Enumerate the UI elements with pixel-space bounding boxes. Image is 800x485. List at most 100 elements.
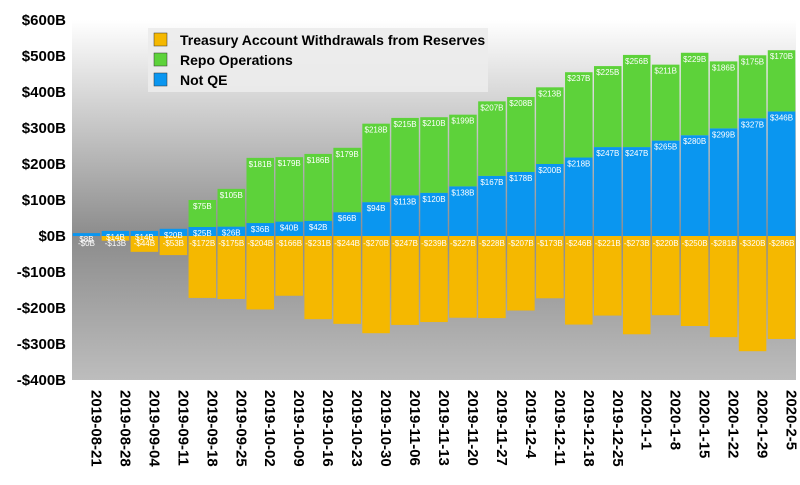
bar-treasury bbox=[709, 236, 738, 338]
data-labels-layer: -$0B$8B -$13B$14B-$44B$14B-$53B$20B-$172B… bbox=[78, 52, 794, 248]
data-label-repo: $199B bbox=[451, 117, 474, 126]
data-label-treasury: -$207B bbox=[508, 239, 534, 248]
data-label-not-qe: $247B bbox=[596, 149, 619, 158]
data-label-repo: $256B bbox=[625, 57, 648, 66]
x-tick-label: 2020-1-8 bbox=[667, 390, 684, 450]
x-axis: 2019-08-21 2019-08-28 2019-09-04 2019-09-11… bbox=[87, 390, 799, 467]
data-label-not-qe: $42B bbox=[309, 223, 328, 232]
bar-not-qe bbox=[651, 140, 680, 236]
data-label-not-qe: $265B bbox=[654, 143, 677, 152]
data-label-repo: $179B bbox=[278, 159, 301, 168]
data-label-repo: $208B bbox=[509, 99, 532, 108]
bar-repo bbox=[420, 117, 448, 193]
data-label-not-qe: $25B bbox=[193, 229, 212, 238]
data-label-treasury: -$220B bbox=[653, 239, 679, 248]
data-label-repo: $215B bbox=[393, 120, 416, 129]
bar-not-qe bbox=[565, 157, 593, 236]
bar-repo bbox=[391, 117, 419, 196]
y-tick-label: $0B bbox=[38, 228, 66, 245]
y-tick-label: $400B bbox=[22, 84, 66, 101]
bar-repo bbox=[217, 188, 246, 227]
y-tick-label: $300B bbox=[22, 120, 66, 137]
data-label-repo: $186B bbox=[712, 63, 735, 72]
data-label-repo: $179B bbox=[336, 150, 359, 159]
bar-repo bbox=[304, 153, 332, 221]
data-label-not-qe: $94B bbox=[367, 204, 386, 213]
bar-repo bbox=[449, 114, 477, 187]
bar-treasury bbox=[188, 236, 217, 298]
data-label-repo: $170B bbox=[770, 52, 793, 61]
data-label-repo: $75B bbox=[193, 202, 212, 211]
bar-not-qe bbox=[333, 212, 361, 236]
data-label-not-qe: $66B bbox=[338, 214, 357, 223]
data-label-repo: $181B bbox=[249, 160, 272, 169]
bar-repo bbox=[651, 64, 680, 141]
legend-label-repo: Repo Operations bbox=[180, 52, 293, 68]
data-label-treasury: -$166B bbox=[276, 239, 302, 248]
x-tick-label: 2019-11-27 bbox=[493, 390, 510, 466]
bar-repo bbox=[680, 52, 709, 136]
data-label-not-qe: $346B bbox=[770, 113, 793, 122]
x-tick-label: 2019-10-23 bbox=[348, 390, 365, 467]
bar-treasury bbox=[333, 236, 361, 324]
data-label-not-qe: $167B bbox=[480, 178, 503, 187]
data-label-not-qe: $14B bbox=[106, 233, 125, 242]
x-tick-label: 2019-11-13 bbox=[435, 390, 452, 466]
data-label-repo: $229B bbox=[683, 55, 706, 64]
bar-repo bbox=[565, 72, 593, 158]
bar-treasury bbox=[536, 236, 564, 299]
x-tick-label: 2020-1-22 bbox=[725, 390, 742, 458]
x-tick-label: 2019-12-18 bbox=[580, 390, 597, 467]
data-label-not-qe: $247B bbox=[625, 149, 648, 158]
bar-not-qe bbox=[507, 171, 535, 236]
bar-treasury bbox=[246, 236, 274, 310]
x-tick-label: 2019-10-16 bbox=[319, 390, 336, 467]
bar-treasury bbox=[680, 236, 709, 326]
data-label-treasury: -$13B bbox=[105, 239, 126, 248]
data-label-treasury: -$53B bbox=[163, 239, 184, 248]
data-label-treasury: -$227B bbox=[450, 239, 476, 248]
bar-not-qe bbox=[391, 195, 419, 236]
data-label-treasury: -$172B bbox=[189, 239, 215, 248]
x-tick-label: 2020-2-5 bbox=[783, 390, 800, 450]
bar-not-qe bbox=[738, 118, 767, 236]
bar-not-qe bbox=[420, 192, 448, 236]
data-label-not-qe: $26B bbox=[222, 229, 241, 238]
x-tick-label: 2019-10-09 bbox=[290, 390, 307, 467]
data-label-repo: $186B bbox=[307, 156, 330, 165]
bar-not-qe bbox=[622, 147, 651, 236]
data-label-treasury: -$231B bbox=[305, 239, 331, 248]
data-label-treasury: -$228B bbox=[479, 239, 505, 248]
data-label-treasury: -$244B bbox=[334, 239, 360, 248]
y-tick-label: $600B bbox=[22, 12, 66, 29]
x-tick-label: 2019-12-25 bbox=[609, 390, 626, 467]
data-label-treasury: -$270B bbox=[363, 239, 389, 248]
bar-treasury bbox=[507, 236, 535, 311]
bar-treasury bbox=[622, 236, 651, 335]
bar-treasury bbox=[420, 236, 448, 323]
bar-treasury bbox=[159, 236, 188, 256]
bar-treasury bbox=[304, 236, 332, 320]
x-tick-label: 2019-12-11 bbox=[551, 390, 568, 466]
data-label-not-qe: $40B bbox=[280, 224, 299, 233]
x-tick-label: 2019-08-21 bbox=[87, 390, 104, 467]
legend-label-treasury: Treasury Account Withdrawals from Reserv… bbox=[180, 32, 485, 48]
data-label-not-qe: $280B bbox=[683, 137, 706, 146]
bar-not-qe bbox=[72, 233, 101, 236]
data-label-treasury: -$281B bbox=[711, 239, 737, 248]
legend: Treasury Account Withdrawals from Reserv… bbox=[148, 28, 488, 92]
bar-treasury bbox=[767, 236, 796, 339]
x-tick-label: 2019-12-4 bbox=[522, 390, 539, 459]
data-label-treasury: -$204B bbox=[247, 239, 273, 248]
data-label-not-qe: $8B bbox=[79, 235, 93, 244]
data-label-not-qe: $218B bbox=[567, 160, 590, 169]
bar-repo bbox=[709, 61, 738, 129]
x-tick-label: 2019-09-11 bbox=[174, 390, 191, 466]
bar-treasury bbox=[565, 236, 593, 325]
bar-treasury bbox=[275, 236, 303, 296]
data-label-treasury: -$0B bbox=[78, 239, 95, 248]
x-tick-label: 2019-09-25 bbox=[232, 390, 249, 467]
x-tick-label: 2020-1-29 bbox=[754, 390, 771, 458]
bar-not-qe bbox=[217, 226, 246, 236]
